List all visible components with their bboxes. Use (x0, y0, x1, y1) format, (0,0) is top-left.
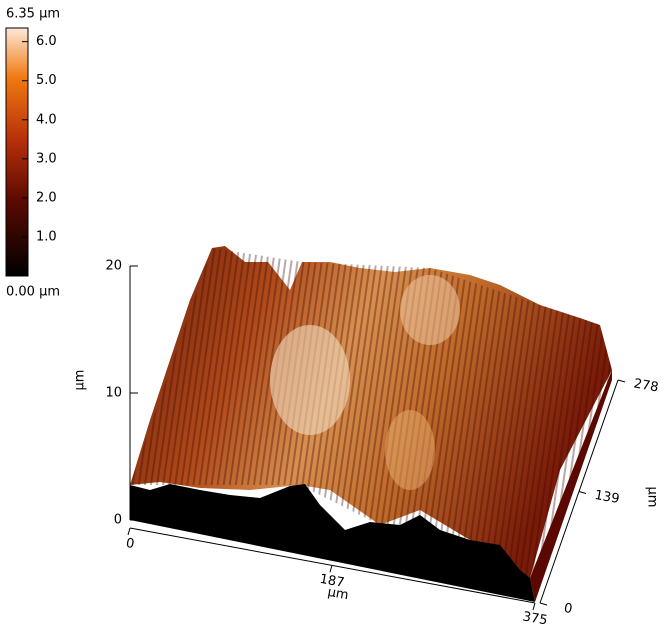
y-tick (578, 491, 587, 494)
x-tick (329, 565, 333, 573)
colorbar-tick-label: 3.0 (36, 151, 57, 166)
highlight (385, 410, 435, 490)
x-tick-label: 0 (125, 536, 136, 552)
y-tick (539, 602, 548, 606)
y-tick (617, 379, 626, 383)
colorbar-tick-label: 4.0 (36, 112, 57, 127)
colorbar-tick-label: 2.0 (36, 190, 57, 205)
surface-texture (130, 248, 612, 578)
y-tick-label: 278 (632, 376, 659, 395)
colorbar-tick-label: 5.0 (36, 73, 57, 88)
highlight (400, 275, 460, 345)
surface-right-face (530, 370, 612, 602)
colorbar-max-label: 6.35 µm (6, 7, 60, 22)
highlight (270, 325, 350, 435)
surface-front-face (130, 484, 535, 602)
colorbar (5, 27, 29, 277)
surface (130, 246, 612, 602)
x-axis (129, 527, 536, 604)
colorbar-tick-label: 6.0 (36, 34, 57, 49)
x-tick-label: 375 (521, 609, 548, 628)
z-tick-label: 10 (105, 386, 122, 401)
z-tick-label: 20 (105, 259, 122, 274)
z-axis-label: µm (73, 370, 88, 391)
x-axis-label: µm (326, 585, 349, 603)
colorbar-tick-label: 1.0 (36, 229, 57, 244)
y-tick-label: 0 (563, 601, 574, 617)
x-tick-label: 187 (318, 572, 345, 591)
z-tick-label: 0 (114, 513, 122, 528)
x-tick (532, 602, 536, 611)
y-tick-label: 139 (593, 488, 620, 507)
colorbar-min-label: 0.00 µm (6, 285, 60, 300)
y-axis-label: µm (645, 487, 660, 508)
x-tick (127, 527, 131, 536)
